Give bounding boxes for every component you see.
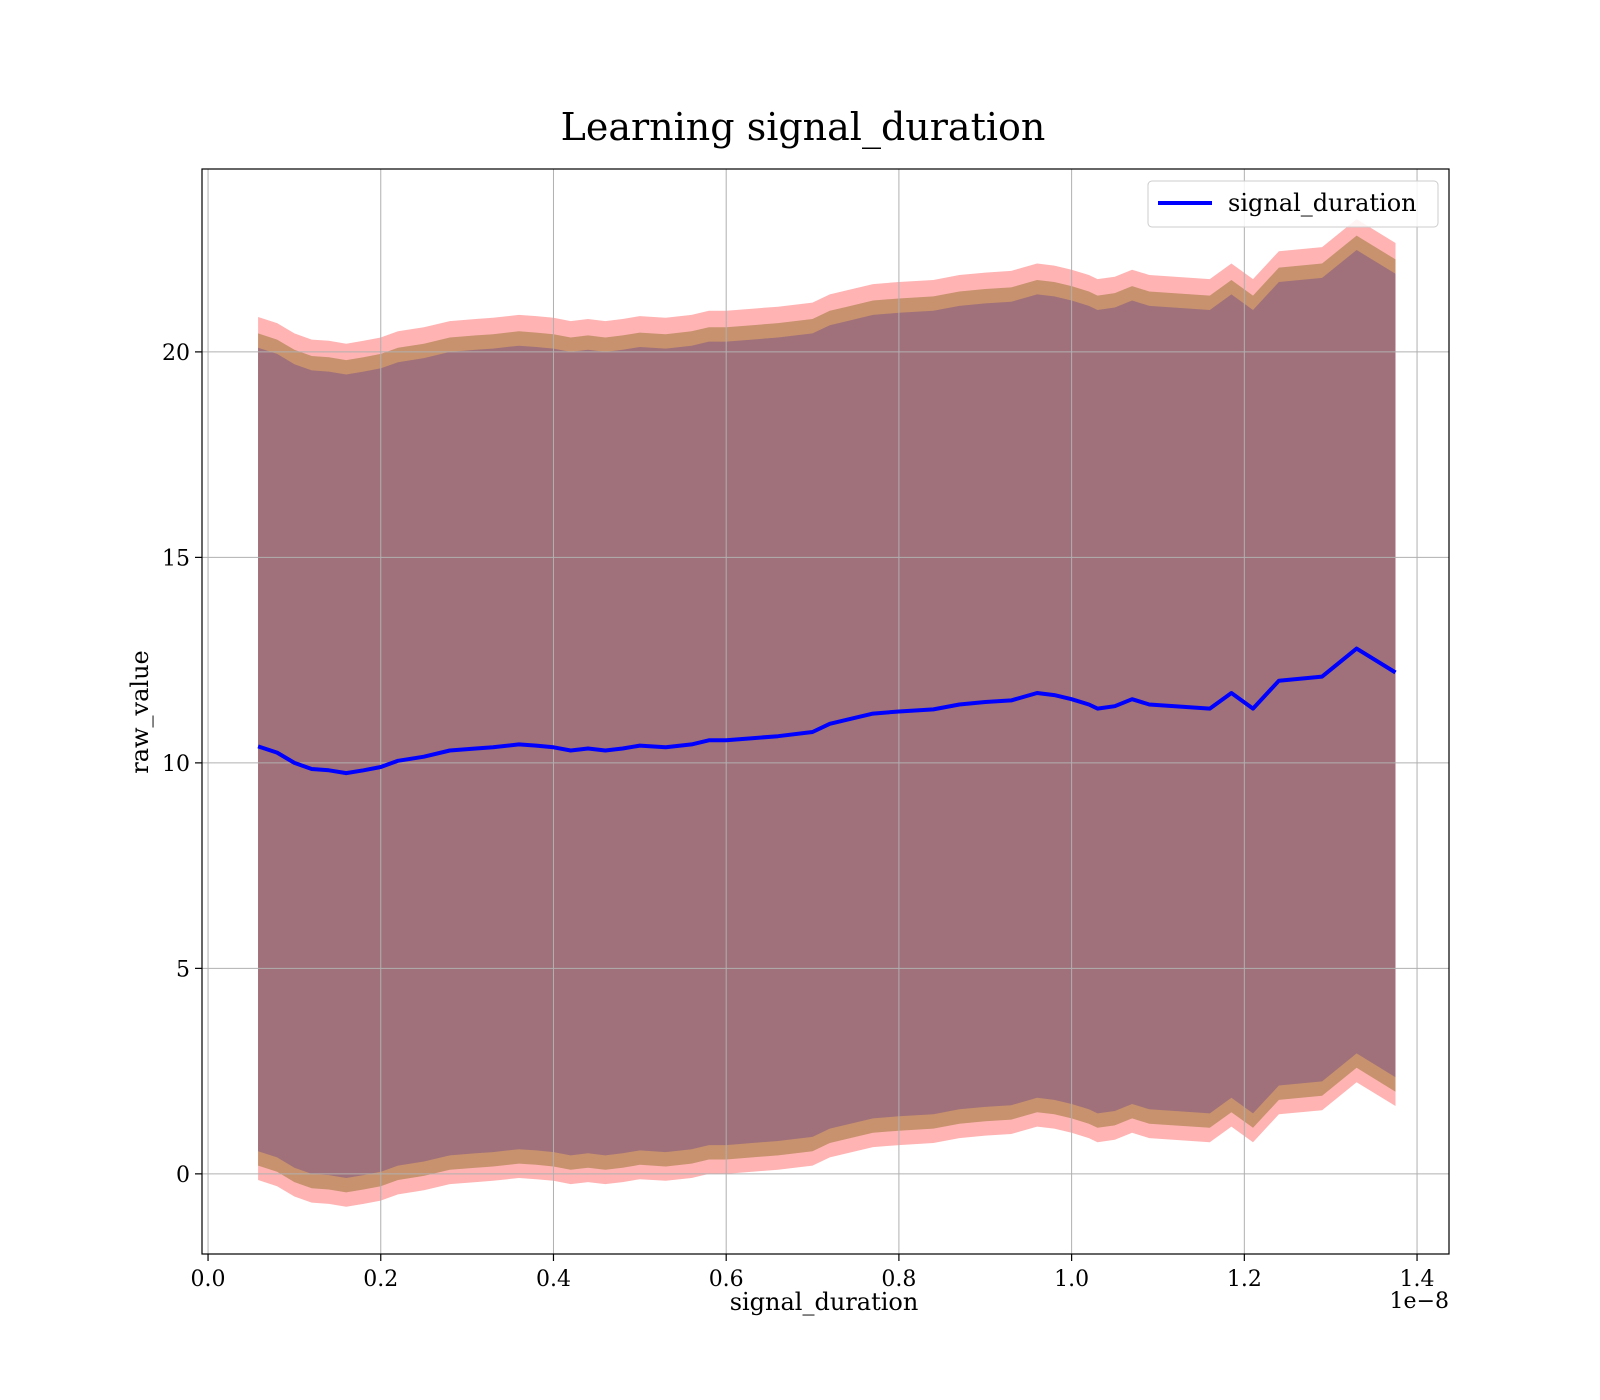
x-tick-label: 0.8 <box>881 1267 916 1292</box>
x-axis-offset-text: 1e−8 <box>1390 1289 1449 1314</box>
legend-entry-signal-duration: signal_duration <box>1228 189 1417 217</box>
y-tick-label: 10 <box>162 752 190 777</box>
x-tick-label: 1.4 <box>1400 1267 1435 1292</box>
y-tick-label: 15 <box>162 546 190 571</box>
inner-band <box>258 250 1396 1178</box>
legend-box <box>1147 180 1439 228</box>
x-tick-label: 1.2 <box>1227 1267 1262 1292</box>
y-axis-label: raw_value <box>126 650 154 774</box>
x-tick-label: 0.6 <box>709 1267 744 1292</box>
chart-title: Learning signal_duration <box>561 105 1046 150</box>
legend: signal_duration <box>1147 180 1439 228</box>
x-tick-label: 0.2 <box>363 1267 398 1292</box>
series-lines <box>257 646 1397 776</box>
x-axis-ticks: 0.0 0.2 0.4 0.6 0.8 1.0 1.2 1.4 <box>191 1254 1435 1292</box>
x-axis-label: signal_duration <box>730 1288 919 1316</box>
y-axis-ticks: 0 5 10 15 20 <box>162 341 202 1188</box>
plot-frame <box>201 168 1450 1255</box>
x-tick-label: 0.4 <box>536 1267 571 1292</box>
y-tick-label: 5 <box>176 957 190 982</box>
series-line-signal-duration <box>257 646 1397 776</box>
y-tick-label: 0 <box>176 1163 190 1188</box>
confidence-bands <box>258 219 1396 1207</box>
y-tick-label: 20 <box>162 341 190 366</box>
x-tick-label: 0.0 <box>191 1267 226 1292</box>
grid-lines <box>202 169 1449 1254</box>
x-tick-label: 1.0 <box>1054 1267 1089 1292</box>
